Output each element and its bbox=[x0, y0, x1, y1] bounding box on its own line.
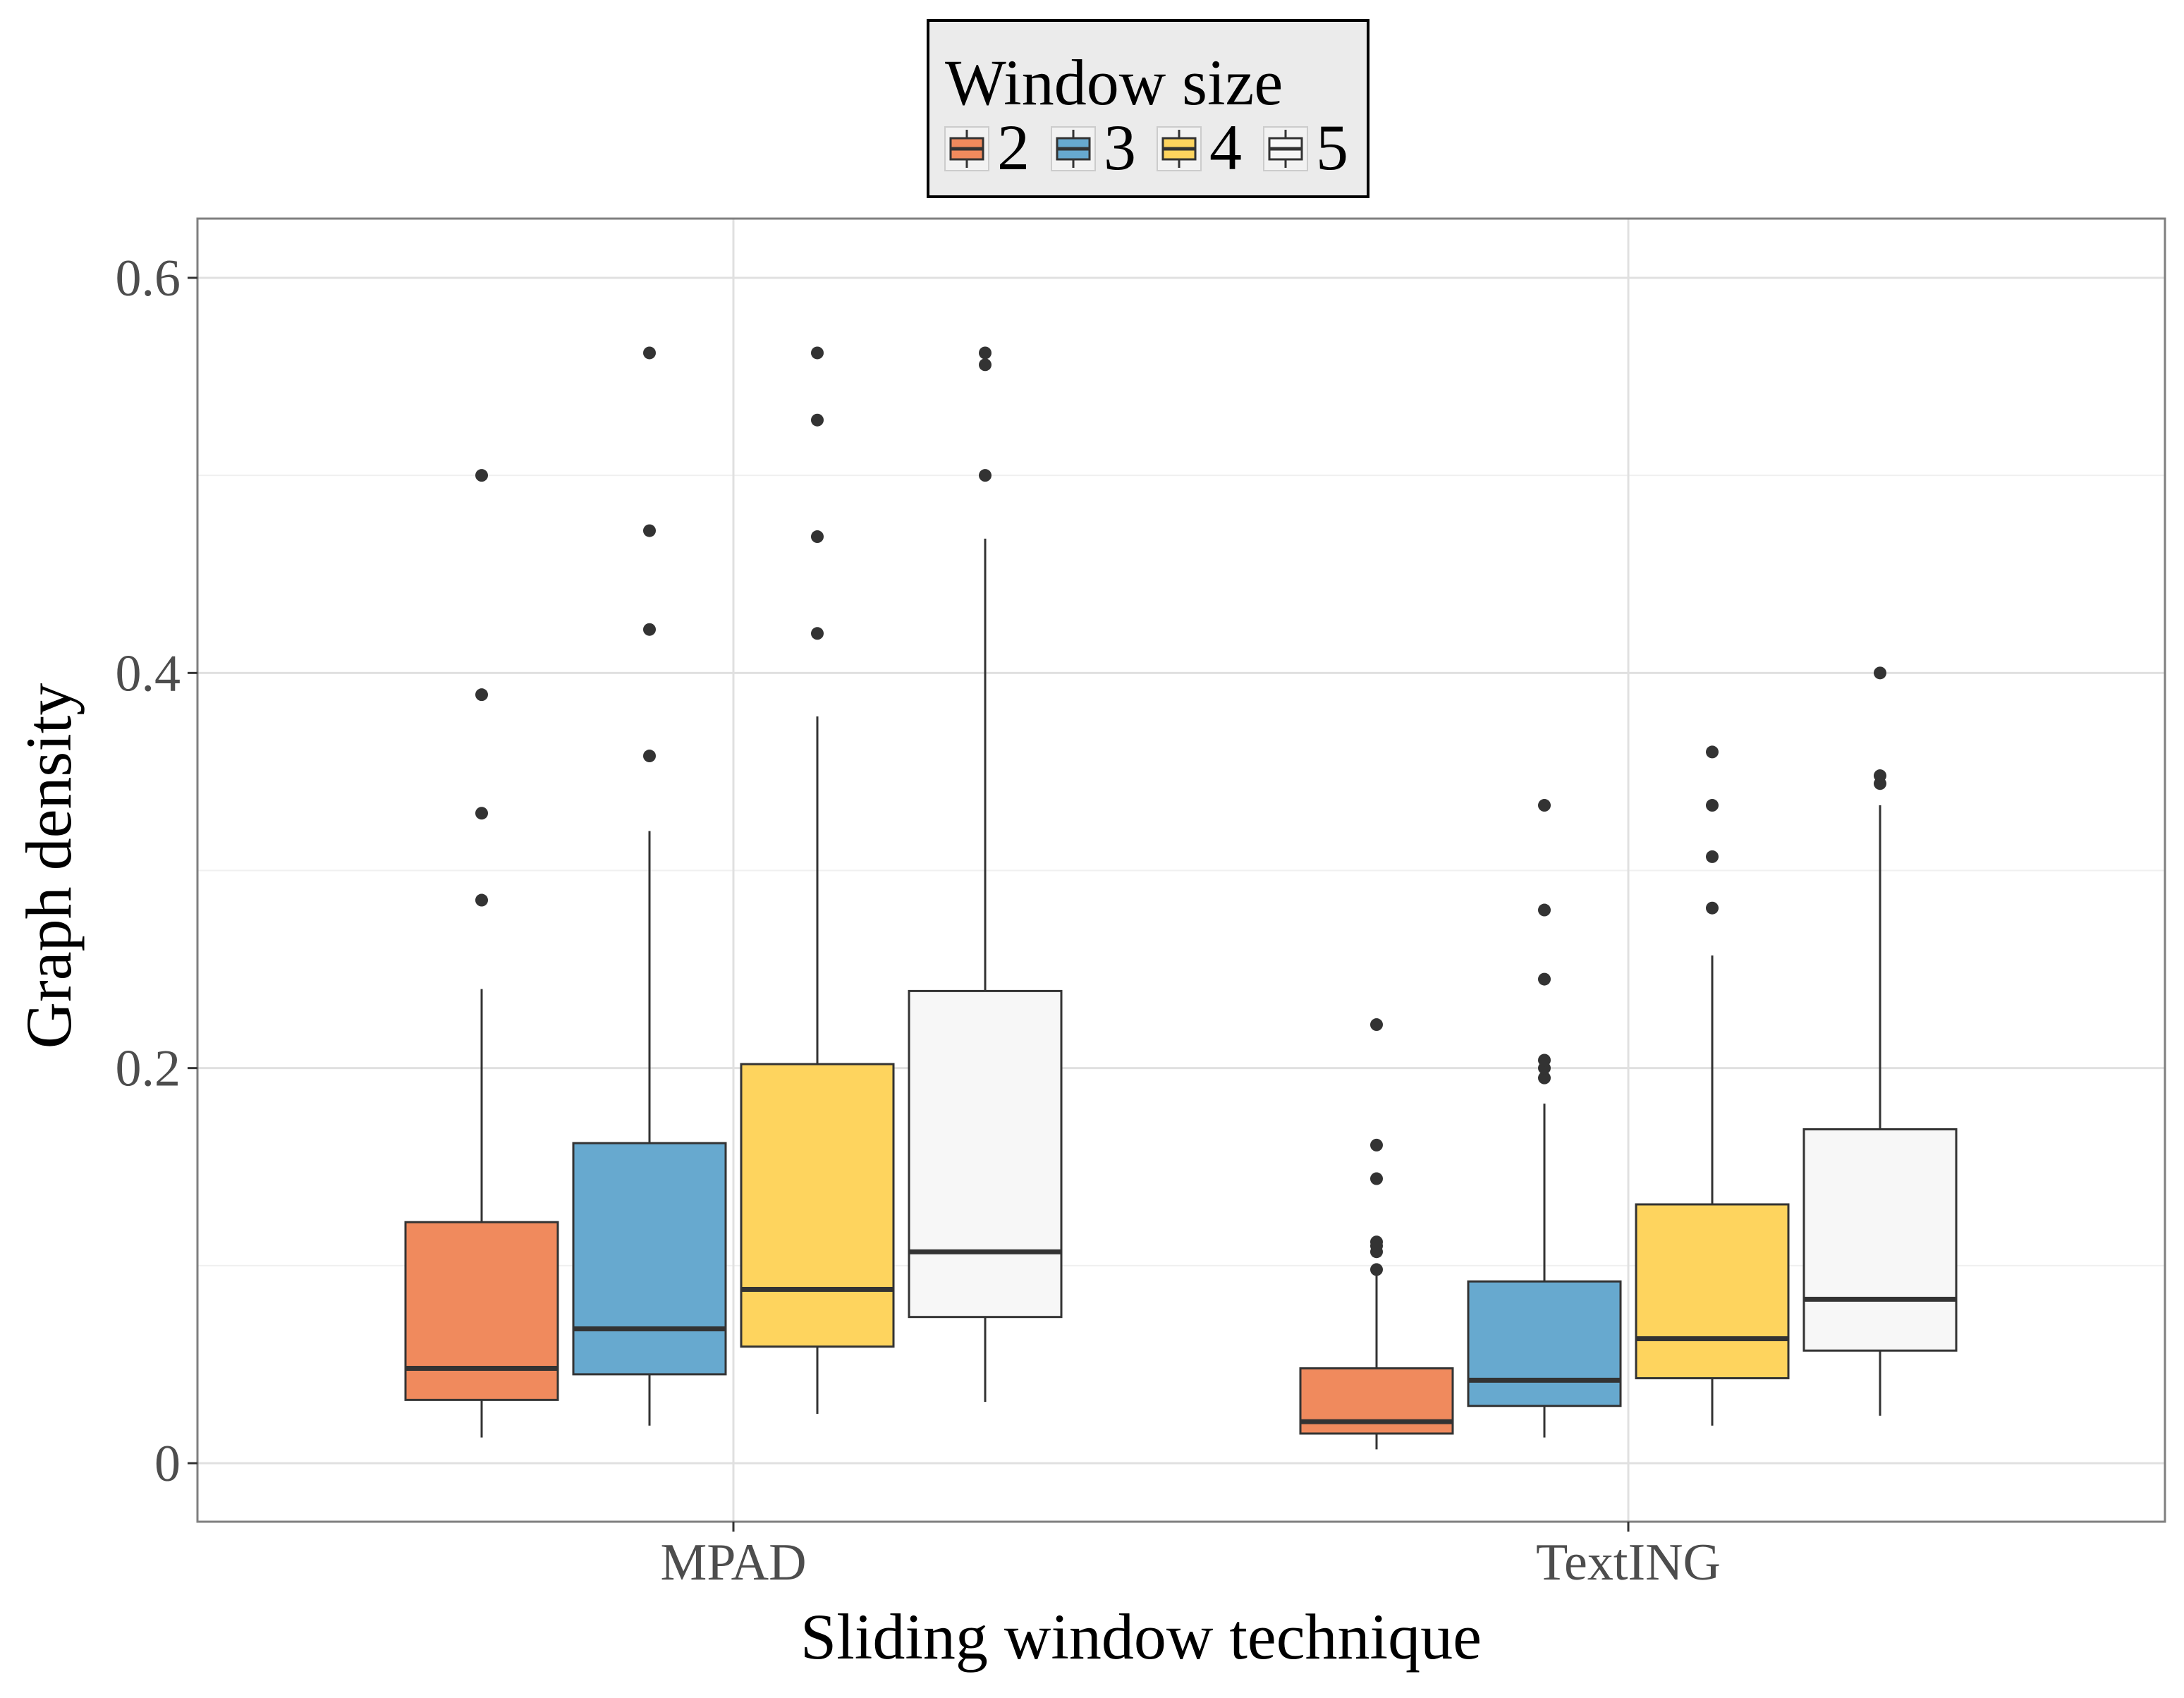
outlier-point bbox=[979, 469, 992, 482]
legend: Window size 2 3 4 5 bbox=[927, 19, 1369, 198]
outlier-point bbox=[1538, 1053, 1551, 1067]
outlier-point bbox=[1370, 1235, 1383, 1249]
outlier-point bbox=[475, 893, 488, 907]
x-axis-title: Sliding window technique bbox=[800, 1601, 1482, 1673]
outlier-point bbox=[979, 346, 992, 360]
outlier-point bbox=[475, 469, 488, 482]
y-axis: 0 0.2 0.4 0.6 bbox=[116, 250, 197, 1493]
box-TextING-2 bbox=[1299, 1018, 1454, 1450]
legend-label: 3 bbox=[1104, 111, 1136, 183]
legend-item-3: 3 bbox=[1051, 111, 1136, 183]
outlier-point bbox=[1874, 666, 1886, 680]
outlier-point bbox=[1706, 850, 1719, 863]
box-body bbox=[740, 1063, 895, 1348]
panel-border bbox=[196, 217, 2166, 1523]
y-tick-label: 0.2 bbox=[116, 1040, 181, 1098]
legend-item-4: 4 bbox=[1157, 111, 1242, 183]
box-body bbox=[572, 1142, 727, 1376]
outlier-point bbox=[1706, 901, 1719, 915]
y-tick-label: 0.6 bbox=[116, 250, 181, 307]
y-axis-title: Graph density bbox=[13, 683, 85, 1049]
outlier-point bbox=[979, 358, 992, 372]
outlier-point bbox=[1370, 1172, 1383, 1185]
box-MPAD-3 bbox=[572, 346, 727, 1426]
box-body bbox=[1467, 1280, 1622, 1407]
outlier-point bbox=[1706, 799, 1719, 812]
outlier-point bbox=[1538, 1071, 1551, 1085]
outlier-point bbox=[811, 530, 824, 544]
legend-label: 4 bbox=[1209, 111, 1242, 183]
outlier-point bbox=[1370, 1263, 1383, 1276]
outlier-point bbox=[475, 688, 488, 702]
box-MPAD-4 bbox=[740, 346, 895, 1414]
box-MPAD-2 bbox=[404, 469, 559, 1438]
outlier-point bbox=[811, 627, 824, 640]
outlier-point bbox=[1706, 745, 1719, 759]
legend-label: 5 bbox=[1316, 111, 1348, 183]
outlier-point bbox=[475, 807, 488, 820]
legend-keys: 2 3 4 5 bbox=[944, 111, 1348, 183]
box-body bbox=[1802, 1128, 1958, 1352]
x-axis: MPAD TextING bbox=[660, 1522, 1721, 1592]
y-tick-label: 0 bbox=[154, 1435, 181, 1493]
boxes bbox=[404, 346, 1958, 1450]
outlier-point bbox=[643, 524, 656, 537]
box-body bbox=[404, 1221, 559, 1401]
outlier-point bbox=[643, 750, 656, 763]
legend-label: 2 bbox=[997, 111, 1030, 183]
outlier-point bbox=[1538, 799, 1551, 812]
outlier-point bbox=[811, 413, 824, 427]
box-MPAD-5 bbox=[908, 346, 1063, 1403]
outlier-point bbox=[1370, 1018, 1383, 1032]
box-body bbox=[1635, 1203, 1790, 1380]
legend-title: Window size bbox=[945, 47, 1283, 118]
box-TextING-3 bbox=[1467, 799, 1622, 1438]
legend-item-5: 5 bbox=[1263, 111, 1348, 183]
y-tick-label: 0.4 bbox=[116, 645, 181, 702]
box-body bbox=[908, 989, 1063, 1319]
outlier-point bbox=[1370, 1138, 1383, 1152]
box-TextING-4 bbox=[1635, 745, 1790, 1426]
outlier-point bbox=[1538, 903, 1551, 917]
outlier-point bbox=[1538, 972, 1551, 986]
legend-item-2: 2 bbox=[944, 111, 1030, 183]
x-tick-label: TextING bbox=[1536, 1534, 1721, 1592]
box-TextING-5 bbox=[1802, 666, 1958, 1416]
outlier-point bbox=[643, 623, 656, 636]
outlier-point bbox=[811, 346, 824, 360]
outlier-point bbox=[643, 346, 656, 360]
x-tick-label: MPAD bbox=[660, 1534, 806, 1592]
outlier-point bbox=[1874, 769, 1886, 783]
